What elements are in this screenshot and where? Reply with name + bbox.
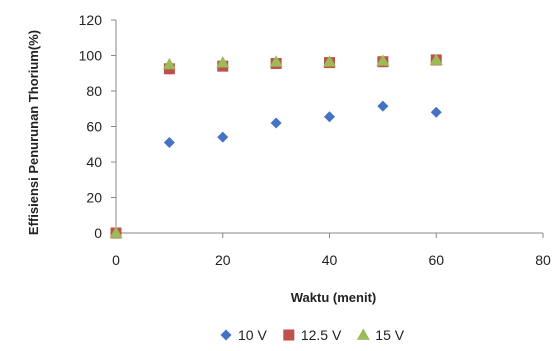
data-point — [163, 136, 175, 148]
axes — [111, 19, 544, 238]
legend-label: 12.5 V — [301, 327, 342, 343]
y-axis-title: Effisiensi Penurunan Thorium(%) — [26, 30, 41, 235]
legend: 10 V 12.5 V 15 V — [220, 327, 405, 343]
x-tick-label: 80 — [535, 252, 551, 268]
y-tick-label: 20 — [86, 190, 102, 206]
data-points — [109, 53, 443, 239]
data-point — [217, 131, 229, 143]
x-tick-label: 40 — [322, 252, 338, 268]
legend-marker — [356, 328, 370, 340]
x-axis-title: Waktu (menit) — [291, 290, 376, 305]
data-point — [323, 55, 336, 67]
data-point — [324, 111, 335, 123]
legend-label: 15 V — [375, 327, 404, 343]
x-tick-label: 0 — [112, 252, 120, 268]
y-tick-label: 100 — [79, 48, 103, 64]
data-point — [162, 57, 176, 70]
x-tick-label: 20 — [215, 252, 231, 268]
data-point — [429, 53, 443, 65]
y-tick-label: 80 — [86, 83, 102, 99]
y-tick-label: 0 — [94, 225, 102, 241]
tick-labels: 0 20 40 60 80 100 120 0 20 40 60 80 — [79, 12, 551, 268]
legend-marker — [283, 329, 295, 341]
data-point — [376, 54, 390, 66]
data-point — [430, 106, 442, 118]
data-point — [270, 117, 282, 129]
legend-marker — [220, 329, 232, 341]
data-point — [216, 56, 230, 68]
data-point — [377, 100, 389, 112]
y-tick-label: 40 — [86, 154, 102, 170]
y-tick-label: 60 — [86, 119, 102, 135]
data-point — [269, 55, 283, 67]
x-tick-label: 60 — [428, 252, 444, 268]
data-point — [109, 226, 123, 238]
legend-label: 10 V — [238, 327, 267, 343]
y-tick-label: 120 — [79, 12, 103, 28]
